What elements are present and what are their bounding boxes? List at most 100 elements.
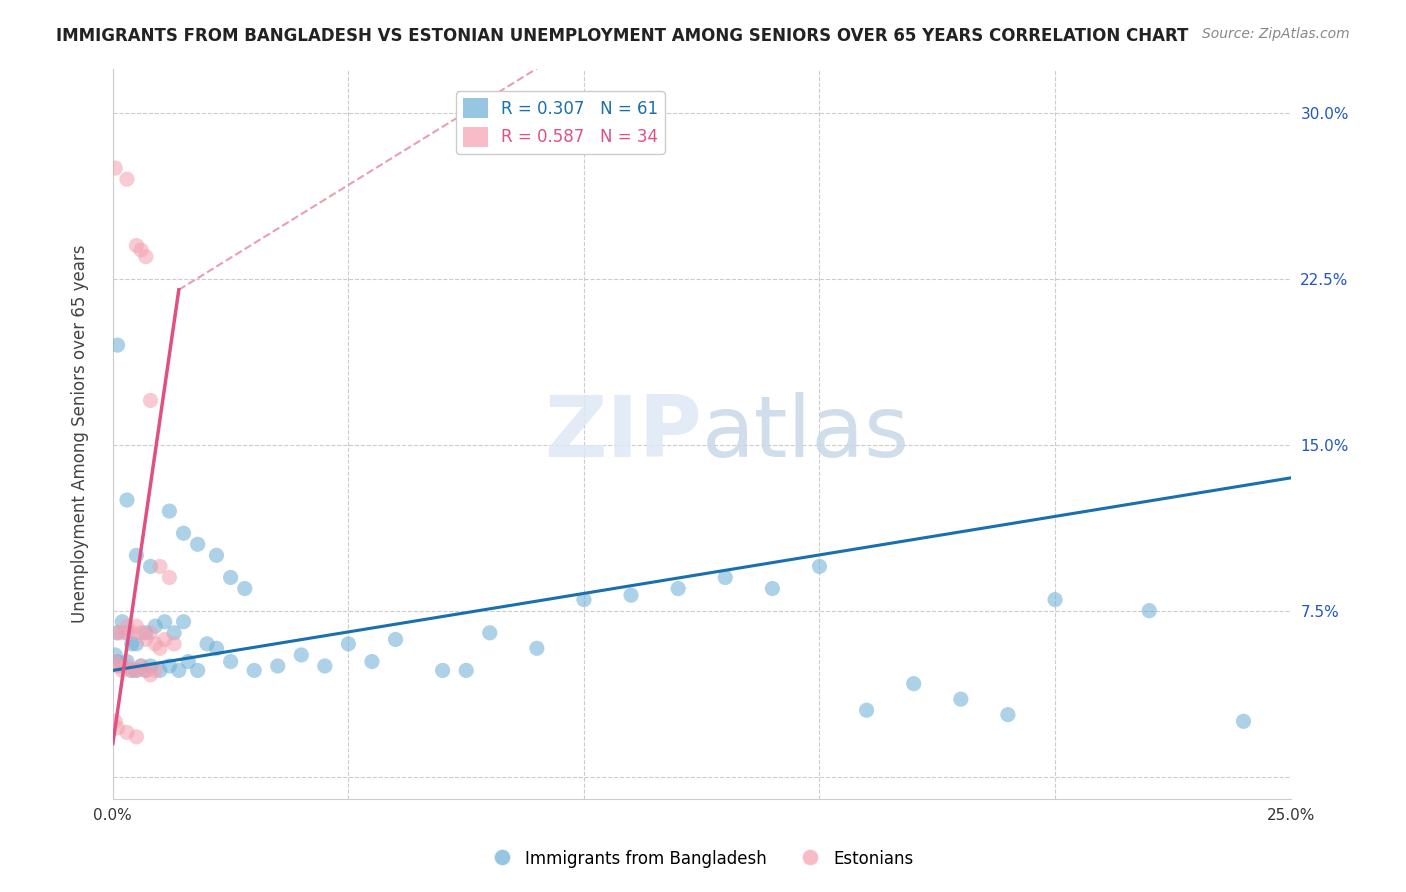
Point [173, 615, 195, 629]
Point [149, 559, 172, 574]
Point [135, 664, 157, 678]
Point [855, 703, 877, 717]
Point [456, 664, 478, 678]
Point [125, 664, 148, 678]
Point [384, 632, 406, 647]
Point [104, 648, 127, 662]
Point [111, 615, 134, 629]
Point [115, 625, 138, 640]
Point [125, 549, 148, 563]
Point [997, 707, 1019, 722]
Point [107, 338, 129, 352]
Point [195, 637, 218, 651]
Point [129, 625, 152, 640]
Y-axis label: Unemployment Among Seniors over 65 years: Unemployment Among Seniors over 65 years [72, 244, 89, 623]
Point [125, 238, 148, 252]
Point [1137, 604, 1160, 618]
Point [219, 570, 242, 584]
Legend: R = 0.307   N = 61, R = 0.587   N = 34: R = 0.307 N = 61, R = 0.587 N = 34 [456, 92, 665, 153]
Point [143, 619, 166, 633]
Point [129, 659, 152, 673]
Point [111, 659, 134, 673]
Point [572, 592, 595, 607]
Point [432, 664, 454, 678]
Point [163, 637, 186, 651]
Point [620, 588, 643, 602]
Point [107, 625, 129, 640]
Point [125, 664, 148, 678]
Point [135, 664, 157, 678]
Point [121, 664, 143, 678]
Point [115, 659, 138, 673]
Point [107, 721, 129, 735]
Point [115, 172, 138, 186]
Point [187, 537, 209, 551]
Point [129, 659, 152, 673]
Text: ZIP: ZIP [544, 392, 702, 475]
Point [107, 659, 129, 673]
Point [139, 625, 162, 640]
Text: atlas: atlas [702, 392, 910, 475]
Point [314, 659, 336, 673]
Point [157, 504, 180, 518]
Point [714, 570, 737, 584]
Legend: Immigrants from Bangladesh, Estonians: Immigrants from Bangladesh, Estonians [485, 843, 921, 875]
Point [121, 625, 143, 640]
Point [163, 625, 186, 640]
Point [173, 526, 195, 541]
Point [233, 582, 256, 596]
Point [205, 641, 228, 656]
Point [167, 664, 190, 678]
Point [267, 659, 290, 673]
Point [129, 243, 152, 257]
Point [111, 625, 134, 640]
Point [107, 655, 129, 669]
Point [115, 493, 138, 508]
Point [361, 655, 384, 669]
Text: Source: ZipAtlas.com: Source: ZipAtlas.com [1202, 27, 1350, 41]
Point [243, 664, 266, 678]
Point [205, 549, 228, 563]
Point [219, 655, 242, 669]
Point [478, 625, 501, 640]
Point [104, 161, 127, 175]
Point [949, 692, 972, 706]
Point [121, 664, 143, 678]
Point [143, 637, 166, 651]
Point [149, 664, 172, 678]
Point [104, 655, 127, 669]
Point [143, 664, 166, 678]
Point [135, 632, 157, 647]
Point [139, 393, 162, 408]
Point [157, 659, 180, 673]
Point [115, 655, 138, 669]
Point [135, 625, 157, 640]
Point [104, 714, 127, 729]
Point [125, 619, 148, 633]
Point [115, 619, 138, 633]
Point [337, 637, 360, 651]
Point [149, 641, 172, 656]
Point [139, 559, 162, 574]
Point [666, 582, 689, 596]
Point [125, 637, 148, 651]
Point [107, 625, 129, 640]
Point [1043, 592, 1066, 607]
Point [153, 615, 176, 629]
Point [153, 632, 176, 647]
Point [290, 648, 312, 662]
Point [1232, 714, 1254, 729]
Point [125, 730, 148, 744]
Point [139, 668, 162, 682]
Point [808, 559, 831, 574]
Point [157, 570, 180, 584]
Text: IMMIGRANTS FROM BANGLADESH VS ESTONIAN UNEMPLOYMENT AMONG SENIORS OVER 65 YEARS : IMMIGRANTS FROM BANGLADESH VS ESTONIAN U… [56, 27, 1188, 45]
Point [761, 582, 783, 596]
Point [177, 655, 200, 669]
Point [135, 250, 157, 264]
Point [187, 664, 209, 678]
Point [139, 659, 162, 673]
Point [903, 676, 925, 690]
Point [111, 664, 134, 678]
Point [121, 637, 143, 651]
